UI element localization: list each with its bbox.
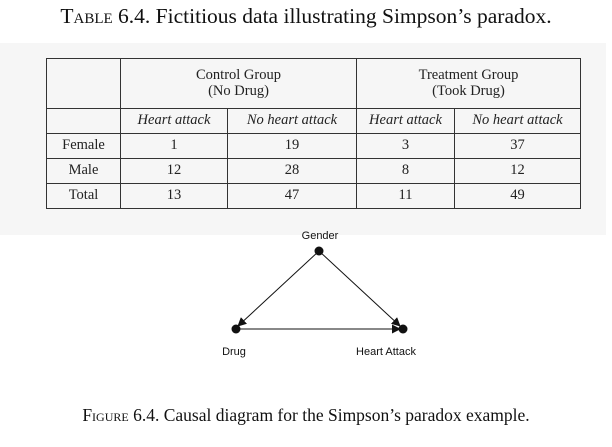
row-label: Total [46, 183, 121, 209]
table-row-female: Female 1 19 3 37 [46, 133, 581, 159]
group-header-row: Control Group (No Drug) Treatment Group … [46, 58, 581, 109]
control-group-subtitle: (No Drug) [208, 82, 269, 99]
row-label: Female [46, 133, 121, 159]
node-label-drug: Drug [222, 346, 246, 358]
figure-caption-text: 6.4. Causal diagram for the Simpson’s pa… [128, 405, 530, 425]
table-cell: 47 [227, 183, 357, 209]
treatment-group-subtitle: (Took Drug) [432, 82, 505, 99]
figure-caption: Figure 6.4. Causal diagram for the Simps… [0, 405, 612, 426]
subheader-row: Heart attack No heart attack Heart attac… [46, 108, 581, 134]
table-cell: 49 [454, 183, 581, 209]
table-cell: 3 [356, 133, 455, 159]
table-caption: Table 6.4. Fictitious data illustrating … [0, 4, 612, 29]
node-label-gender: Gender [302, 230, 339, 242]
table-row-male: Male 12 28 8 12 [46, 158, 581, 184]
node-gender [314, 246, 324, 256]
table-row-total: Total 13 47 11 49 [46, 183, 581, 209]
node-label-heart-attack: Heart Attack [356, 346, 416, 358]
simpsons-data-table: Control Group (No Drug) Treatment Group … [46, 58, 581, 209]
control-group-header: Control Group (No Drug) [120, 58, 357, 109]
node-drug [231, 324, 241, 334]
table-cell: 12 [120, 158, 228, 184]
subheader-cell: Heart attack [356, 108, 455, 134]
treatment-group-header: Treatment Group (Took Drug) [356, 58, 581, 109]
edge-gender-to-heart-attack [318, 250, 401, 327]
figure-caption-prefix: Figure [82, 405, 129, 425]
subheader-cell: Heart attack [120, 108, 228, 134]
control-group-title: Control Group [196, 67, 281, 84]
table-caption-text: 6.4. Fictitious data illustrating Simpso… [112, 4, 552, 28]
table-cell: 11 [356, 183, 455, 209]
table-caption-prefix: Table [60, 4, 113, 28]
treatment-group-title: Treatment Group [418, 67, 519, 84]
node-heart-attack [398, 324, 408, 334]
edge-gender-to-drug [237, 250, 320, 327]
subheader-cell: No heart attack [227, 108, 357, 134]
table-panel: Control Group (No Drug) Treatment Group … [0, 43, 606, 235]
subheader-cell: No heart attack [454, 108, 581, 134]
table-cell: 19 [227, 133, 357, 159]
